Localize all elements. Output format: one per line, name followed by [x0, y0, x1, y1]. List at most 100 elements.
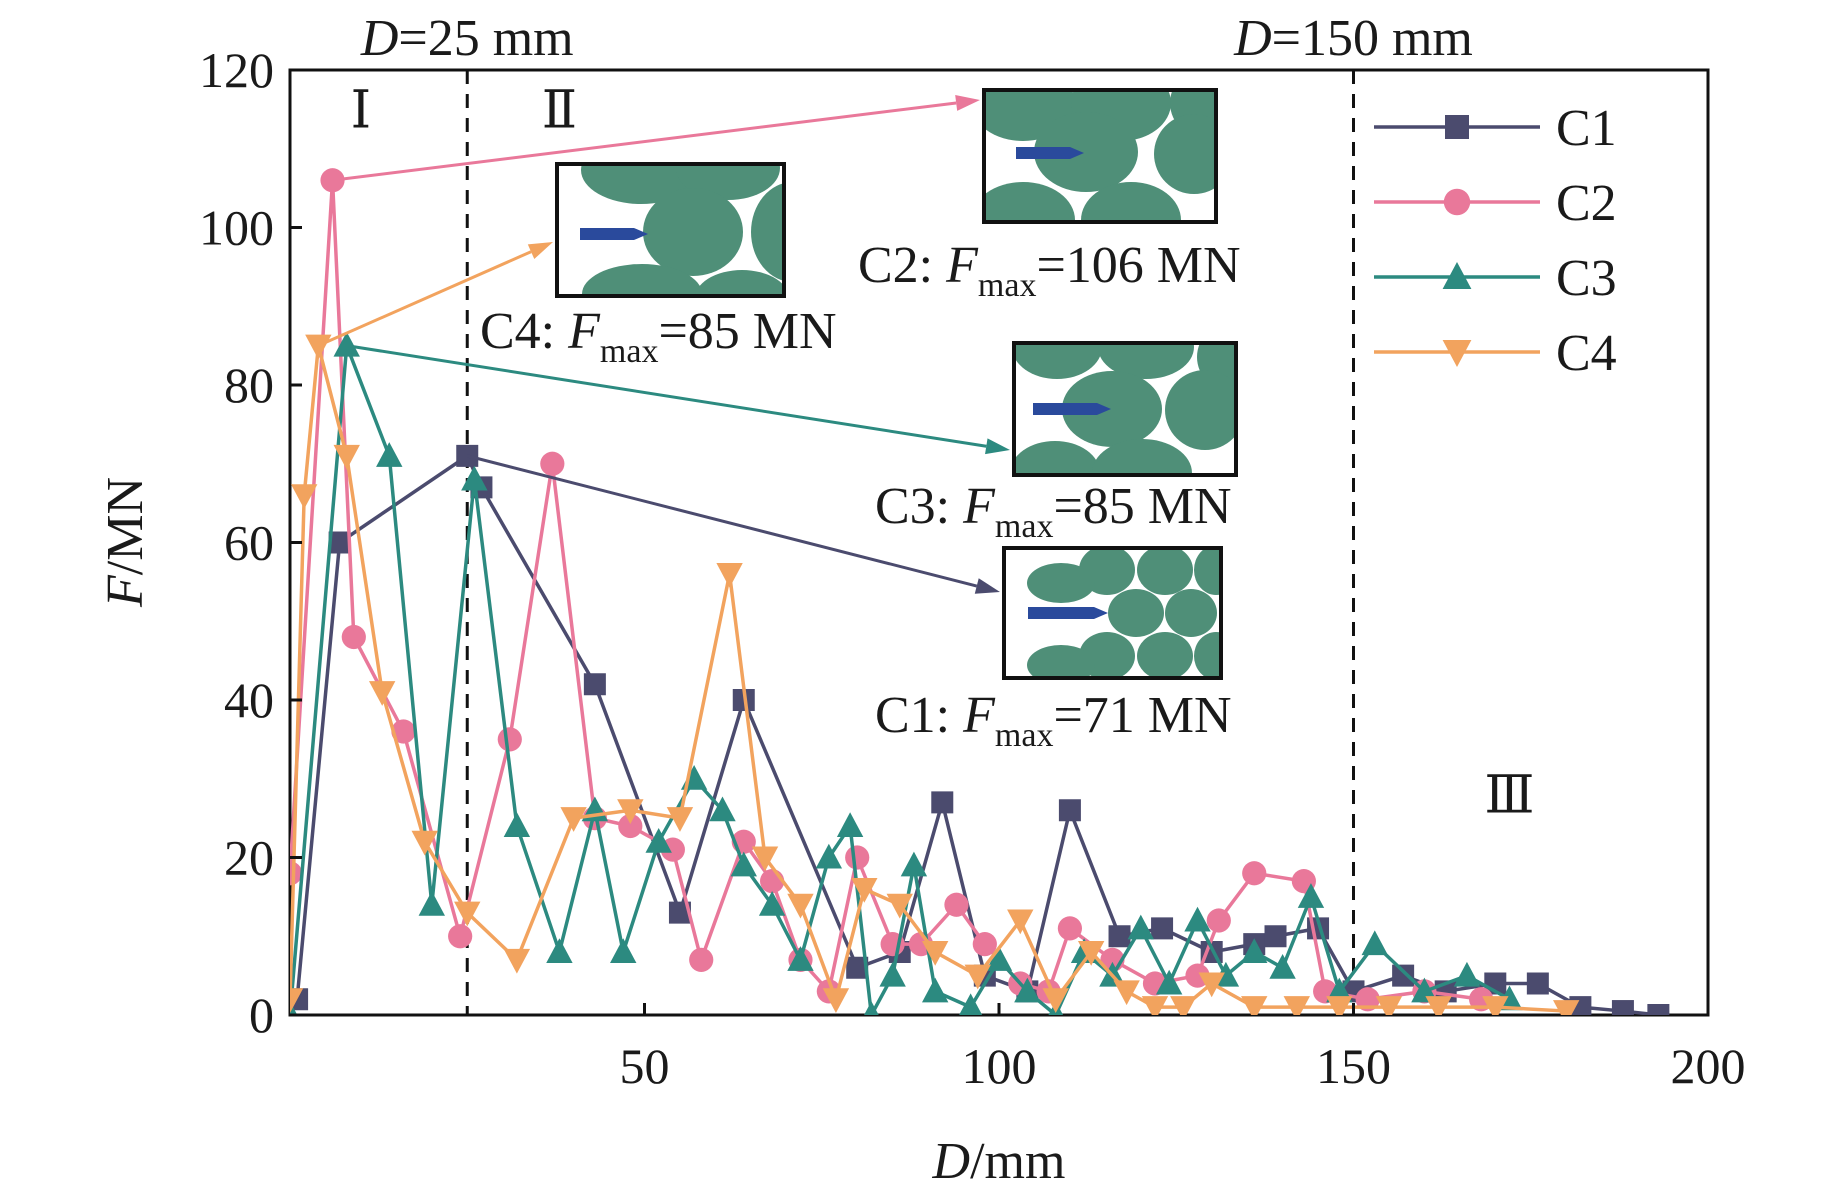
data-point — [1241, 938, 1268, 963]
data-point — [305, 334, 332, 360]
series-line — [290, 345, 1567, 1013]
grain — [1034, 112, 1138, 192]
arrow-head — [985, 438, 1010, 455]
data-point — [1647, 1004, 1670, 1015]
data-point — [846, 956, 869, 979]
inset-c4: C4: Fmax=85 MN — [480, 162, 837, 370]
data-point — [1108, 925, 1131, 948]
reference-lines: D=25 mm D=150 mm — [360, 10, 1473, 1015]
inset-grains — [1014, 343, 1236, 475]
legend-label: C1 — [1556, 100, 1617, 157]
data-point — [391, 719, 416, 744]
data-point — [730, 851, 757, 877]
indenter — [1028, 607, 1108, 619]
y-tick-label: 20 — [224, 830, 274, 886]
inset-label: C3: Fmax=85 MN — [875, 478, 1232, 545]
grain — [1165, 370, 1236, 450]
grain — [1137, 548, 1193, 595]
data-point — [1007, 909, 1034, 935]
inset-label: C1: Fmax=71 MN — [875, 687, 1232, 754]
data-point — [1453, 961, 1481, 987]
data-point — [1206, 908, 1231, 933]
data-point — [1611, 1000, 1634, 1015]
data-point — [716, 563, 743, 588]
data-point — [959, 993, 983, 1015]
inset-frame — [1002, 546, 1223, 680]
data-point — [1283, 996, 1310, 1015]
arrow-c2 — [332, 95, 980, 182]
grain — [1137, 632, 1193, 678]
data-point — [787, 893, 814, 919]
data-point — [822, 988, 850, 1013]
inset-c2: C2: Fmax=106 MN — [858, 88, 1241, 304]
data-point — [497, 727, 522, 752]
data-point — [1141, 996, 1169, 1015]
grain — [1154, 114, 1216, 194]
grain — [1081, 182, 1181, 222]
data-point — [418, 891, 445, 916]
grain — [1027, 645, 1095, 678]
y-tick-label: 80 — [224, 357, 274, 413]
indenter — [1033, 403, 1111, 415]
inset-label: C2: Fmax=106 MN — [858, 237, 1241, 304]
grain — [1165, 589, 1217, 637]
arrow-head — [955, 95, 980, 111]
data-point — [1042, 988, 1069, 1013]
callout-arrows — [317, 95, 1010, 594]
inset-frame — [555, 162, 786, 298]
arrow-head — [527, 242, 553, 260]
inset-c1: C1: Fmax=71 MN — [875, 546, 1232, 754]
data-point — [1241, 996, 1268, 1015]
grain — [1014, 343, 1102, 379]
data-point — [972, 932, 997, 957]
data-point — [751, 846, 779, 872]
data-point — [931, 791, 954, 814]
grain — [694, 270, 784, 296]
grain — [1062, 371, 1162, 447]
data-point — [1264, 925, 1287, 948]
legend-label: C4 — [1556, 325, 1617, 382]
data-point — [1326, 996, 1353, 1015]
arrow-shaft — [332, 101, 957, 182]
data-point — [1445, 115, 1469, 139]
data-point — [815, 843, 843, 869]
data-point — [1392, 964, 1415, 987]
data-point — [1355, 987, 1380, 1012]
data-point — [461, 465, 488, 491]
axes-layer: 50 100 150 200 0 20 40 60 80 100 120 — [199, 42, 1746, 1094]
data-point — [503, 948, 531, 974]
inset-grains — [580, 164, 784, 296]
legend: C1 C2 C3 C4 — [1374, 100, 1617, 382]
y-tick-label: 60 — [224, 515, 274, 571]
indenter — [580, 228, 648, 240]
inset-frame — [982, 88, 1218, 224]
data-point — [333, 444, 360, 470]
region-label: Ⅰ — [351, 82, 372, 139]
data-point — [290, 484, 318, 509]
data-point — [583, 673, 606, 696]
arrow-shaft — [466, 454, 978, 588]
x-tick-label: 200 — [1671, 1038, 1746, 1094]
series-layer — [290, 168, 1670, 1015]
data-point — [1553, 1000, 1580, 1015]
grain — [1014, 441, 1100, 475]
data-point — [560, 807, 587, 832]
data-point — [851, 878, 878, 903]
grain — [1098, 343, 1194, 379]
data-point — [546, 938, 573, 963]
arrow-c1 — [466, 454, 1000, 594]
data-point — [1198, 972, 1225, 998]
inset-frame — [1012, 341, 1238, 477]
data-point — [1113, 980, 1140, 1006]
data-point — [1057, 916, 1082, 941]
data-point — [290, 988, 304, 1013]
data-point — [1184, 906, 1211, 932]
data-point — [1482, 996, 1509, 1015]
data-point — [645, 828, 672, 853]
data-point — [1526, 972, 1549, 995]
data-point — [879, 961, 906, 987]
data-point — [540, 451, 565, 476]
data-point — [1375, 996, 1403, 1015]
arrow-c4 — [317, 242, 553, 347]
